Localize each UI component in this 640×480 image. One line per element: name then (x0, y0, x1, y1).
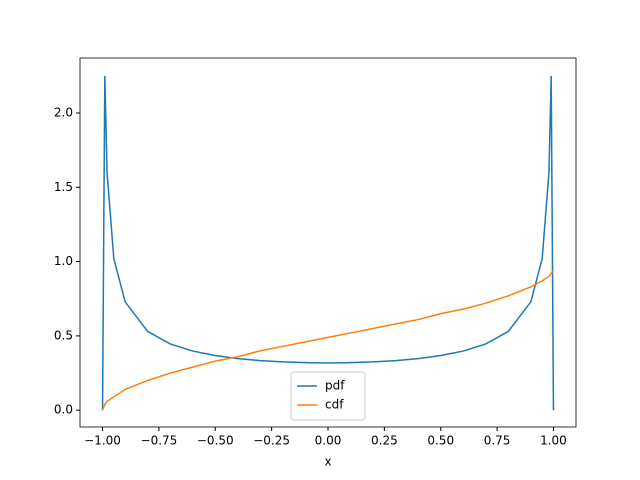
x-tick-label: −0.25 (253, 434, 290, 448)
y-tick-label: 2.0 (54, 105, 73, 119)
x-tick-label: 0.00 (315, 434, 342, 448)
legend-label: cdf (325, 398, 344, 412)
y-tick-label: 0.5 (54, 328, 73, 342)
plot-frame (79, 57, 577, 428)
x-tick-label: 0.25 (371, 434, 398, 448)
x-tick-label: 1.00 (540, 434, 567, 448)
x-axis-label: x (324, 455, 331, 469)
x-tick-label: 0.50 (427, 434, 454, 448)
y-tick-label: 0.0 (54, 403, 73, 417)
x-tick-label: −0.75 (141, 434, 178, 448)
y-tick-label: 1.5 (54, 180, 73, 194)
y-tick-label: 1.0 (54, 254, 73, 268)
line (101, 75, 555, 411)
legend-label: pdf (325, 379, 345, 393)
x-tick-label: −1.00 (84, 434, 121, 448)
x-tick-label: −0.50 (197, 434, 234, 448)
legend-box (290, 371, 366, 421)
line (101, 270, 555, 411)
x-tick-label: 0.75 (484, 434, 511, 448)
